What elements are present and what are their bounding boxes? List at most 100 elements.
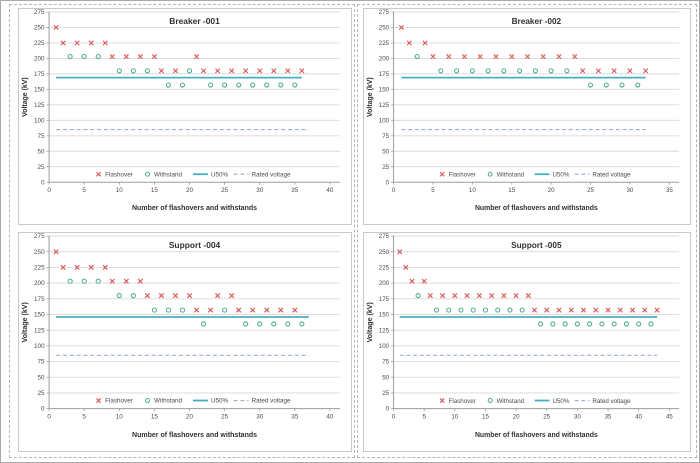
- svg-text:20: 20: [186, 414, 193, 421]
- gridlines: [49, 11, 340, 168]
- y-axis-title: Voltage (kV): [22, 302, 29, 342]
- chart-panel-breaker-001: 0 25 50 75 100 125 150 175 200 225 250 275 0 5 10 15 20 2…: [18, 8, 352, 225]
- legend-withstand-marker: [487, 398, 493, 404]
- legend-label: Rated voltage: [592, 398, 631, 405]
- svg-text:250: 250: [34, 249, 45, 256]
- svg-text:5: 5: [82, 187, 86, 194]
- svg-text:35: 35: [291, 414, 298, 421]
- svg-text:15: 15: [508, 187, 515, 194]
- svg-text:0: 0: [386, 179, 390, 186]
- legend-label: U50%: [552, 171, 569, 178]
- right-column-frame: [357, 4, 697, 458]
- svg-text:50: 50: [38, 148, 46, 155]
- svg-text:75: 75: [382, 359, 389, 366]
- svg-text:0: 0: [41, 406, 45, 413]
- svg-text:150: 150: [379, 86, 390, 93]
- svg-text:0: 0: [392, 414, 396, 421]
- legend-label: Withstand: [497, 398, 525, 405]
- svg-text:100: 100: [379, 343, 390, 350]
- chart-panel-support-004: 0 25 50 75 100 125 150 175 200 225 250 275 0 5 10 15 20 2…: [18, 232, 352, 452]
- axes: [393, 11, 680, 183]
- y-axis-title: Voltage (kV): [367, 77, 374, 117]
- svg-text:175: 175: [379, 296, 390, 303]
- svg-text:275: 275: [34, 9, 45, 16]
- legend-withstand-marker: [145, 171, 151, 177]
- chart-breaker-001: 0 25 50 75 100 125 150 175 200 225 250 275 0 5 10 15 20 2…: [22, 9, 340, 212]
- svg-text:125: 125: [34, 102, 45, 109]
- svg-text:0: 0: [41, 179, 45, 186]
- svg-text:25: 25: [38, 164, 46, 171]
- svg-text:175: 175: [34, 296, 45, 303]
- svg-text:75: 75: [38, 359, 45, 366]
- svg-text:200: 200: [379, 55, 390, 62]
- legend: Flashover Withstand U50% Rated voltage: [439, 171, 631, 178]
- svg-text:275: 275: [379, 233, 390, 240]
- svg-text:50: 50: [38, 374, 45, 381]
- chart-title: Support -004: [169, 240, 221, 250]
- svg-text:75: 75: [382, 133, 389, 140]
- svg-text:175: 175: [379, 71, 390, 78]
- svg-text:30: 30: [626, 187, 633, 194]
- axes: [48, 236, 340, 410]
- svg-text:5: 5: [422, 414, 426, 421]
- legend-label: Rated voltage: [592, 171, 631, 178]
- svg-text:175: 175: [34, 71, 45, 78]
- svg-text:20: 20: [513, 414, 520, 421]
- svg-text:40: 40: [635, 414, 642, 421]
- gridlines: [393, 235, 680, 394]
- svg-text:35: 35: [605, 414, 612, 421]
- x-axis-ticks: 0 5 10 15 20 25 30 35 40 45: [392, 408, 673, 421]
- withstand-series: [67, 53, 298, 88]
- left-column-frame: [9, 4, 355, 458]
- legend-label: Rated voltage: [252, 171, 291, 178]
- x-axis-title: Number of flashovers and withstands: [132, 205, 257, 212]
- svg-text:30: 30: [256, 414, 263, 421]
- svg-text:20: 20: [548, 187, 555, 194]
- axes: [393, 236, 680, 410]
- legend-label: Rated voltage: [252, 398, 291, 405]
- legend-label: Flashover: [105, 171, 133, 178]
- svg-text:35: 35: [666, 187, 673, 194]
- svg-text:35: 35: [291, 187, 299, 194]
- svg-text:125: 125: [379, 102, 390, 109]
- svg-text:125: 125: [34, 327, 45, 334]
- chart-panel-breaker-002: 0 25 50 75 100 125 150 175 200 225 250 275 0 5 10 15 20 2…: [363, 8, 691, 225]
- svg-text:100: 100: [379, 117, 390, 124]
- x-axis-ticks: 0 5 10 15 20 25 30 35 40: [47, 408, 334, 421]
- flashover-series: [398, 24, 649, 74]
- axes: [48, 11, 340, 183]
- legend-label: Flashover: [105, 398, 133, 405]
- flashover-series: [397, 249, 660, 313]
- x-axis-title: Number of flashovers and withstands: [132, 432, 257, 439]
- svg-text:100: 100: [34, 343, 45, 350]
- x-axis-ticks: 0 5 10 15 20 25 30 35 40: [47, 182, 334, 194]
- legend: Flashover Withstand U50% Rated voltage: [96, 171, 291, 178]
- gridlines: [393, 11, 680, 168]
- x-axis-ticks: 0 5 10 15 20 25 30 35: [392, 182, 673, 194]
- flashover-series: [53, 249, 298, 313]
- svg-text:0: 0: [392, 187, 396, 194]
- y-axis-ticks: 0 25 50 75 100 125 150 175 200 225 250 275: [379, 233, 394, 413]
- svg-text:250: 250: [379, 25, 390, 32]
- legend: Flashover Withstand U50% Rated voltage: [439, 398, 631, 405]
- svg-text:20: 20: [186, 187, 194, 194]
- svg-text:200: 200: [379, 280, 390, 287]
- svg-text:15: 15: [151, 187, 159, 194]
- svg-text:30: 30: [574, 414, 581, 421]
- x-axis-title: Number of flashovers and withstands: [475, 205, 598, 212]
- y-axis-ticks: 0 25 50 75 100 125 150 175 200 225 250 275: [34, 9, 50, 186]
- svg-text:0: 0: [47, 187, 51, 194]
- gridlines: [49, 235, 340, 394]
- svg-text:15: 15: [151, 414, 158, 421]
- svg-text:50: 50: [382, 374, 389, 381]
- legend-label: U50%: [211, 398, 229, 405]
- svg-text:30: 30: [256, 187, 264, 194]
- legend-withstand-marker: [145, 398, 151, 404]
- svg-text:10: 10: [451, 414, 458, 421]
- svg-text:0: 0: [386, 406, 390, 413]
- y-axis-ticks: 0 25 50 75 100 125 150 175 200 225 250 275: [34, 233, 50, 413]
- legend-label: U50%: [552, 398, 569, 405]
- svg-text:200: 200: [34, 280, 45, 287]
- svg-text:250: 250: [379, 249, 390, 256]
